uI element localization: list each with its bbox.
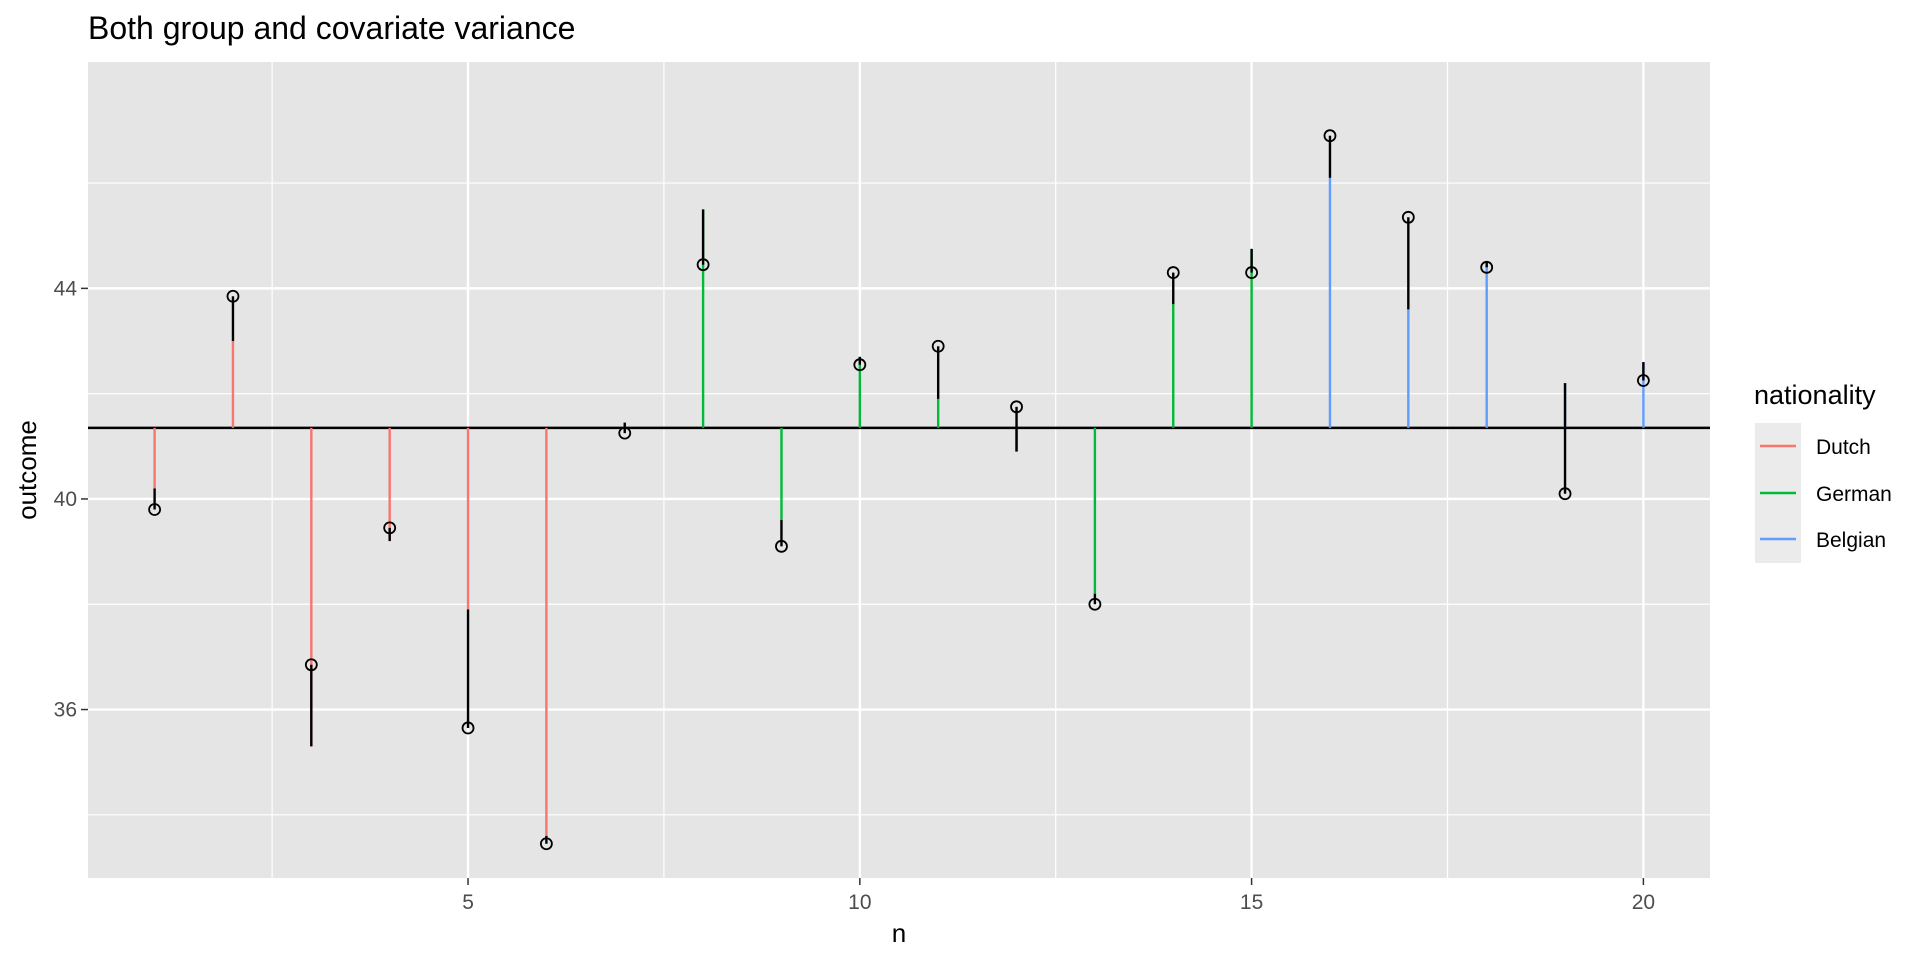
data-point (853, 358, 867, 372)
data-point (1323, 129, 1337, 143)
x-tick-label: 20 (1632, 891, 1655, 914)
data-point (148, 503, 162, 516)
data-point (1166, 266, 1180, 279)
data-point (461, 721, 475, 735)
mark-layer (88, 129, 1710, 851)
data-point (1245, 266, 1259, 279)
x-tick-label: 15 (1240, 891, 1263, 914)
data-point (696, 258, 710, 272)
data-point (931, 339, 945, 353)
data-point (226, 289, 240, 303)
legend-label-german: German (1816, 483, 1892, 506)
data-point (1480, 260, 1494, 274)
legend-title: nationality (1754, 380, 1876, 410)
data-point (304, 658, 318, 672)
legend: nationality Dutch German Belgian (1754, 380, 1892, 563)
x-tick-label: 10 (848, 891, 871, 914)
y-axis-title: outcome (12, 420, 42, 520)
data-point (775, 539, 788, 553)
x-tick-label: 5 (462, 891, 474, 914)
legend-label-dutch: Dutch (1816, 436, 1871, 459)
data-point (1558, 487, 1572, 501)
axis-layer: 5 10 15 20 36 40 44 (54, 277, 1655, 914)
legend-label-belgian: Belgian (1816, 529, 1886, 552)
data-point (1010, 400, 1023, 414)
chart-title: Both group and covariate variance (88, 10, 575, 46)
y-tick-label: 36 (54, 699, 77, 722)
data-point (1401, 210, 1415, 224)
grid-layer (88, 62, 1710, 878)
y-tick-label: 44 (54, 277, 78, 300)
data-point (383, 521, 397, 535)
x-axis-title: n (892, 918, 906, 948)
data-point (1088, 597, 1102, 611)
data-point (539, 837, 553, 851)
data-point (1636, 374, 1650, 387)
y-tick-label: 40 (54, 488, 77, 511)
plot-panel (88, 62, 1710, 878)
data-point (618, 426, 632, 440)
